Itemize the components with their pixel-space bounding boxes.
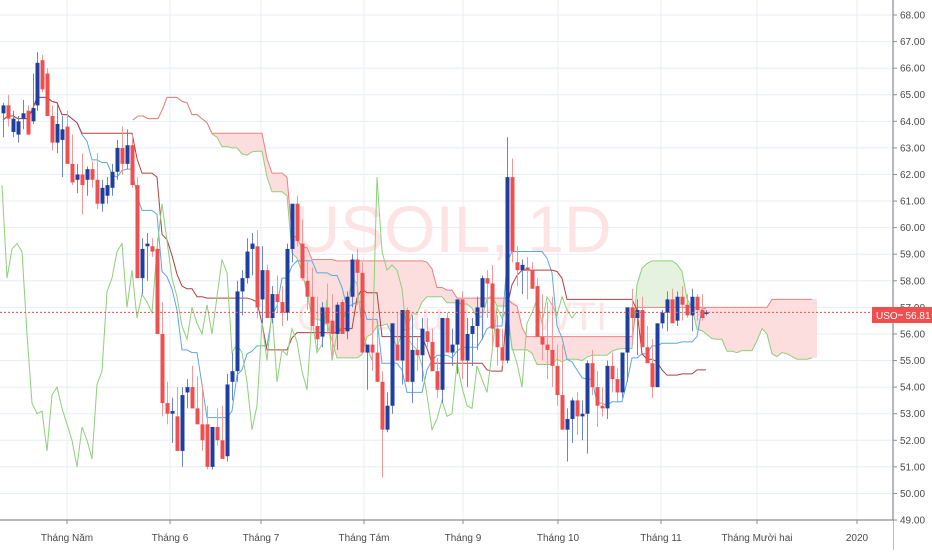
y-tick-label: 51.00 [900, 462, 925, 473]
y-tick-label: 67.00 [900, 37, 925, 48]
y-tick-label: 62.00 [900, 170, 925, 181]
watermark-title: USOIL, 1D [292, 192, 611, 266]
y-tick-label: 61.00 [900, 197, 925, 208]
y-tick-label: 50.00 [900, 489, 925, 500]
x-tick-label: Tháng 9 [445, 533, 482, 544]
y-tick-label: 60.00 [900, 223, 925, 234]
price-tag-symbol: USOIL [876, 311, 906, 322]
y-tick-label: 63.00 [900, 143, 925, 154]
x-tick-label: Tháng 7 [243, 533, 280, 544]
x-tick-label: Tháng Năm [41, 533, 93, 544]
y-tick-label: 68.00 [900, 11, 925, 22]
candles [1, 52, 709, 478]
time-axis[interactable]: Tháng Năm Tháng 6 Tháng 7 Tháng Tám Tháng 9 T… [0, 519, 893, 550]
y-tick-label: 64.00 [900, 117, 925, 128]
x-tick-label: Tháng 11 [640, 533, 682, 544]
x-tick-label: Tháng 6 [152, 533, 189, 544]
x-tick-label: Tháng Mười hai [721, 533, 792, 544]
y-tick-label: 53.00 [900, 409, 925, 420]
y-tick-label: 59.00 [900, 250, 925, 261]
price-axis[interactable]: 68.00 67.00 66.00 65.00 64.00 63.00 62.00 61.00… [892, 0, 932, 550]
x-tick-label: Tháng Tám [339, 533, 390, 544]
y-tick-label: 58.00 [900, 276, 925, 287]
y-tick-label: 49.00 [900, 516, 925, 527]
y-tick-label: 66.00 [900, 64, 925, 75]
last-price-tag: USOIL 56.81 [872, 307, 932, 323]
y-tick-label: 52.00 [900, 436, 925, 447]
y-tick-label: 54.00 [900, 383, 925, 394]
y-tick-label: 55.00 [900, 356, 925, 367]
price-tag-value: 56.81 [905, 311, 930, 322]
x-tick-label: 2020 [846, 533, 869, 544]
y-tick-label: 56.00 [900, 329, 925, 340]
x-tick-label: Tháng 10 [537, 533, 580, 544]
y-tick-label: 65.00 [900, 90, 925, 101]
